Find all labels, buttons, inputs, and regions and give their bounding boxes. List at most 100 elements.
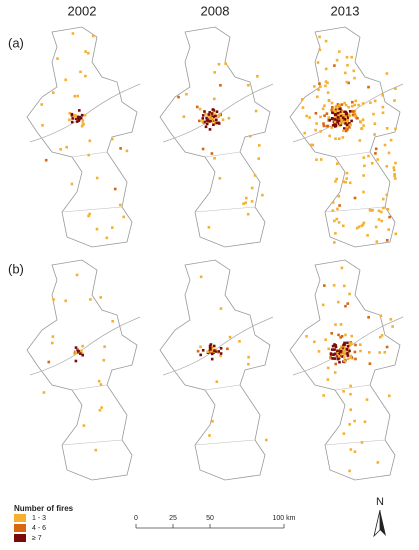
fire-cell [349, 448, 353, 451]
fire-cell [348, 423, 351, 426]
fire-cell [343, 353, 346, 356]
fire-cell [336, 355, 339, 358]
fire-cell [338, 50, 341, 53]
fire-cell [322, 394, 325, 397]
fire-cell [339, 336, 342, 339]
fire-cell [213, 121, 217, 124]
fire-cell [385, 345, 389, 349]
fire-cell [343, 284, 346, 288]
fire-cell [336, 103, 340, 106]
fire-cell [203, 120, 206, 124]
fire-cell [226, 347, 229, 351]
fire-cell [357, 225, 361, 229]
fire-cell [341, 136, 345, 139]
fire-cell [324, 67, 328, 71]
fire-cell [348, 343, 351, 347]
fire-cell [353, 76, 356, 80]
boundary [289, 259, 401, 481]
fire-cell [344, 129, 348, 133]
fire-cell [111, 226, 114, 229]
fire-cell [383, 143, 387, 147]
fire-cell [354, 343, 357, 347]
fire-cell [343, 356, 346, 359]
boundary [26, 26, 138, 248]
fire-cell [362, 221, 366, 225]
fire-cell [207, 226, 211, 229]
fire-cell [386, 208, 390, 211]
fire-cell [215, 380, 219, 383]
fire-cell [368, 362, 372, 365]
fire-cell [374, 225, 378, 229]
fire-cell [64, 78, 67, 82]
fire-cell [250, 200, 254, 203]
fire-cell [83, 113, 87, 117]
fire-cell [212, 115, 215, 118]
fire-cell [334, 345, 338, 349]
fire-cell [73, 94, 76, 98]
fire-cell [353, 103, 357, 107]
fire-cell [195, 105, 199, 109]
fire-cell [310, 143, 313, 147]
fire-cell [321, 303, 325, 307]
fire-cell [210, 352, 214, 356]
fire-cell [219, 352, 223, 355]
fire-cell [375, 240, 379, 243]
fire-cell [256, 75, 259, 78]
fire-cell [331, 111, 334, 114]
fire-cell [79, 352, 82, 355]
row-label: (a) [8, 35, 24, 50]
fire-cell [346, 345, 350, 348]
fire-cell [355, 226, 359, 230]
fire-cell [331, 106, 334, 109]
fire-cell [357, 103, 360, 107]
fire-cell [369, 209, 373, 212]
fire-cell [245, 196, 248, 200]
fire-cell [79, 349, 82, 353]
fire-cell [322, 122, 325, 125]
fire-cell [367, 154, 370, 158]
fire-cell [353, 196, 357, 200]
fire-cell [213, 349, 216, 352]
fire-cell [327, 118, 330, 122]
fire-cell [103, 345, 106, 348]
fire-cell [342, 129, 345, 132]
fire-cell [333, 110, 337, 113]
fire-cell [341, 349, 345, 352]
fire-cell [70, 112, 74, 116]
fire-cell [373, 133, 376, 136]
fire-cell [314, 128, 317, 132]
fire-cell [318, 82, 321, 85]
fire-cell [387, 151, 391, 155]
fire-cell [345, 125, 349, 129]
fire-cell [388, 215, 391, 219]
fire-cell [201, 120, 204, 123]
fire-cell [334, 232, 337, 235]
fire-cell [315, 122, 318, 125]
fire-cell [339, 123, 342, 126]
fire-cell [345, 177, 348, 180]
fire-cell [381, 105, 385, 109]
fire-cell [353, 450, 357, 453]
fire-cell [367, 85, 370, 89]
fire-cell [206, 350, 209, 354]
fire-cell [339, 323, 343, 326]
fire-cell [327, 347, 330, 351]
fire-cell [208, 346, 212, 350]
fire-cell [362, 156, 366, 159]
fire-cell [319, 85, 322, 88]
fire-cell [336, 349, 339, 353]
fire-cell [330, 348, 334, 351]
fire-cell [242, 202, 245, 205]
fire-cell [344, 180, 347, 184]
fire-cell [348, 114, 351, 118]
fire-cell [247, 83, 250, 87]
fire-cell [313, 85, 316, 88]
fire-cell [335, 120, 339, 124]
fire-cell [210, 346, 214, 349]
fire-cell [360, 224, 364, 228]
fire-cell [340, 345, 344, 348]
fire-cell [201, 147, 205, 151]
fire-cell [324, 338, 327, 341]
fire-cell [119, 147, 122, 150]
fire-cell [40, 103, 43, 106]
